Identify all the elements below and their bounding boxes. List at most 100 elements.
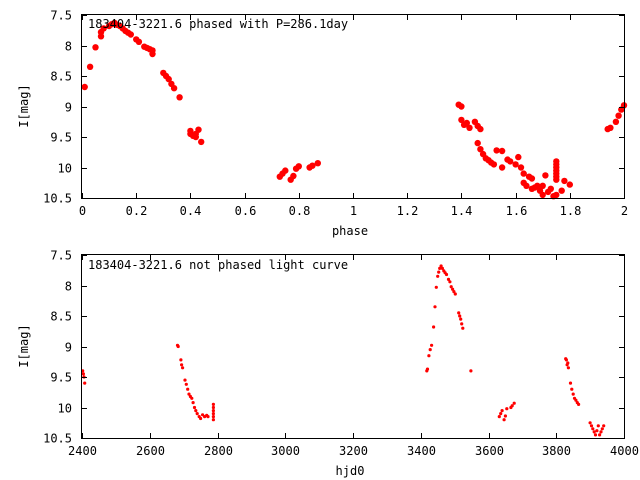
phased-y-tick-label: 10	[58, 162, 72, 176]
unphased-x-tick-label: 3600	[475, 444, 504, 458]
phased-data-point	[295, 163, 302, 170]
unphased-data-point	[512, 401, 516, 405]
unphased-points-layer	[81, 264, 606, 437]
unphased-data-point	[469, 369, 473, 373]
unphased-data-point	[432, 325, 436, 329]
unphased-data-point	[591, 427, 595, 431]
unphased-data-point	[211, 412, 215, 416]
unphased-data-point	[439, 264, 443, 268]
phased-data-point	[542, 172, 549, 179]
phased-data-point	[512, 161, 519, 168]
unphased-x-axis-label: hjd0	[336, 464, 365, 478]
unphased-plot-frame	[81, 254, 625, 439]
phased-y-tick-label: 10.5	[43, 192, 72, 206]
unphased-data-point	[446, 277, 451, 281]
unphased-data-point	[425, 367, 430, 371]
phased-data-point	[282, 167, 289, 174]
phased-data-point	[520, 170, 527, 177]
unphased-x-tick-label: 3400	[407, 444, 436, 458]
unphased-data-point	[206, 415, 210, 419]
unphased-data-point	[184, 382, 188, 386]
unphased-data-point	[568, 381, 573, 385]
phased-data-point	[100, 25, 107, 32]
phased-x-tick-label: 1.6	[506, 204, 528, 218]
unphased-data-point	[438, 266, 442, 270]
unphased-y-tick-label: 7.5	[50, 249, 72, 263]
phased-data-point	[309, 162, 316, 169]
phased-y-tick-label: 7.5	[50, 9, 72, 23]
unphased-data-point	[211, 409, 215, 413]
unphased-data-point	[510, 404, 514, 408]
unphased-data-point	[600, 427, 604, 431]
unphased-data-point	[602, 424, 606, 428]
unphased-x-tick-label: 2600	[136, 444, 165, 458]
unphased-data-point	[211, 415, 215, 419]
phased-data-point	[458, 103, 465, 110]
unphased-data-point	[448, 280, 452, 284]
phased-data-point	[463, 119, 470, 127]
unphased-data-point	[457, 311, 461, 315]
unphased-data-point	[179, 358, 183, 362]
unphased-data-point	[505, 407, 509, 411]
phased-data-point	[523, 182, 530, 189]
phased-x-tick-label: 1	[350, 204, 357, 218]
phased-data-point	[615, 112, 622, 119]
unphased-data-point	[433, 305, 437, 309]
unphased-ticks: 2400 2600 2800 3000 3200 3400 3600 3800 4000 7.5 8…	[43, 249, 639, 459]
unphased-data-point	[598, 433, 602, 437]
phased-data-point	[176, 94, 183, 101]
phased-data-point	[607, 124, 614, 131]
unphased-data-point	[444, 272, 449, 277]
phased-data-point	[314, 160, 321, 167]
unphased-x-tick-label: 2400	[68, 444, 97, 458]
phased-data-point	[490, 161, 498, 168]
unphased-data-point	[434, 285, 438, 289]
phased-x-tick-label: 1.4	[451, 204, 473, 218]
phased-data-point	[290, 172, 297, 180]
unphased-y-tick-label: 9	[65, 341, 72, 355]
phased-y-tick-label: 9.5	[50, 131, 72, 145]
unphased-data-point	[211, 405, 215, 410]
unphased-data-point	[458, 314, 462, 318]
unphased-data-point	[503, 414, 507, 418]
unphased-data-point	[592, 430, 596, 434]
unphased-data-point	[461, 326, 465, 330]
phased-data-point	[493, 147, 500, 154]
phased-data-point	[515, 153, 522, 161]
unphased-x-tick-label: 3200	[339, 444, 368, 458]
unphased-data-point	[596, 424, 600, 428]
unphased-y-tick-label: 8.5	[50, 310, 72, 324]
unphased-y-tick-label: 10.5	[43, 432, 72, 446]
phased-data-point	[498, 147, 506, 155]
unphased-y-axis-label: I[mag]	[17, 324, 31, 367]
phased-data-point	[612, 118, 620, 126]
phased-data-point	[498, 164, 506, 171]
phased-data-point	[198, 138, 205, 146]
phased-x-tick-label: 0.2	[126, 204, 148, 218]
phased-data-point	[539, 182, 546, 189]
phased-data-point	[86, 63, 94, 70]
phased-x-tick-label: 1.2	[397, 204, 419, 218]
unphased-data-point	[199, 416, 203, 421]
unphased-y-tick-label: 9.5	[50, 371, 72, 385]
phased-data-point	[517, 164, 525, 171]
unphased-x-tick-label: 2800	[204, 444, 233, 458]
unphased-data-point	[459, 317, 463, 321]
phased-data-point	[195, 126, 202, 133]
phased-ticks: 0 0.2 0.4 0.6 0.8 1 1.2 1.4 1.6 1.8 2 7.5 8 8.5 9 9.5 10…	[43, 9, 628, 219]
unphased-data-point	[440, 266, 444, 270]
phased-x-tick-label: 0	[79, 204, 86, 218]
unphased-panel: 2400 2600 2800 3000 3200 3400 3600 3800 4000 7.5 8…	[17, 249, 639, 479]
unphased-data-point	[564, 358, 569, 362]
phased-data-point	[466, 124, 473, 131]
phased-data-point	[477, 125, 484, 133]
phased-plot-frame	[81, 14, 625, 199]
phased-data-point	[534, 182, 541, 189]
unphased-data-point	[502, 418, 506, 422]
phased-x-tick-label: 0.8	[289, 204, 311, 218]
phased-data-point	[561, 177, 568, 185]
phased-x-tick-label: 0.6	[235, 204, 257, 218]
unphased-data-point	[593, 433, 598, 437]
phased-data-point	[507, 158, 514, 165]
phased-data-point	[566, 181, 573, 188]
